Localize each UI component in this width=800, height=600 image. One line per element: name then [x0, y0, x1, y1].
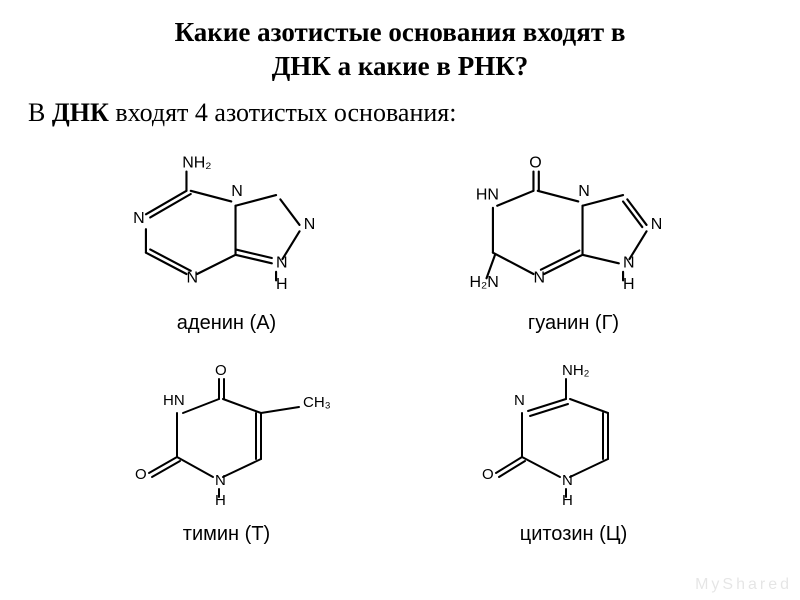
subtitle: В ДНК входят 4 азотистых основания:	[28, 98, 772, 128]
adenine-structure: NH₂NNNNNH	[117, 146, 337, 306]
label-adenine: аденин (А)	[177, 312, 276, 335]
molecule-guanine: OHNH₂NNNNNH гуанин (Г)	[435, 146, 712, 335]
subtitle-rest: входят 4 азотистых основания:	[109, 98, 457, 127]
svg-text:O: O	[482, 466, 494, 483]
svg-text:CH₃: CH₃	[303, 394, 331, 411]
molecules-grid: NH₂NNNNNH аденин (А) OHNH₂NNNNNH гуанин …	[28, 146, 772, 546]
svg-text:O: O	[135, 466, 147, 483]
svg-text:NH₂: NH₂	[182, 154, 211, 171]
svg-text:HN: HN	[163, 392, 185, 409]
molecule-cytosine: NH₂NONH цитозин (Ц)	[435, 357, 712, 546]
svg-text:N: N	[562, 472, 573, 489]
label-guanine: гуанин (Г)	[528, 312, 619, 335]
svg-text:O: O	[529, 154, 541, 171]
svg-text:N: N	[231, 183, 243, 200]
subtitle-prefix: В	[28, 98, 52, 127]
svg-text:H: H	[215, 492, 226, 509]
svg-text:H₂N: H₂N	[469, 273, 498, 290]
subtitle-bold: ДНК	[52, 98, 109, 127]
svg-text:N: N	[623, 254, 635, 271]
thymine-structure: O HN O NH CH₃	[117, 357, 337, 517]
watermark: MyShared	[695, 576, 792, 594]
svg-text:N: N	[276, 254, 288, 271]
svg-text:N: N	[215, 472, 226, 489]
molecule-thymine: O HN O NH CH₃ тимин (Т)	[88, 357, 365, 546]
molecule-adenine: NH₂NNNNNH аденин (А)	[88, 146, 365, 335]
svg-text:N: N	[514, 392, 525, 409]
label-cytosine: цитозин (Ц)	[520, 523, 628, 546]
svg-text:O: O	[215, 362, 227, 379]
page-title: Какие азотистые основания входят в ДНК а…	[28, 16, 772, 84]
svg-text:N: N	[186, 269, 198, 286]
cytosine-structure: NH₂NONH	[464, 357, 684, 517]
svg-text:H: H	[276, 275, 288, 292]
label-thymine: тимин (Т)	[183, 523, 270, 546]
svg-text:N: N	[578, 183, 590, 200]
svg-text:NH₂: NH₂	[562, 362, 590, 379]
svg-text:N: N	[303, 216, 315, 233]
svg-text:N: N	[133, 209, 145, 226]
svg-text:H: H	[562, 492, 573, 509]
svg-text:HN: HN	[475, 186, 498, 203]
svg-text:N: N	[533, 269, 545, 286]
svg-text:N: N	[650, 216, 662, 233]
title-line-2: ДНК а какие в РНК?	[272, 51, 529, 81]
title-line-1: Какие азотистые основания входят в	[175, 17, 626, 47]
guanine-structure: OHNH₂NNNNNH	[464, 146, 684, 306]
svg-text:H: H	[623, 275, 635, 292]
